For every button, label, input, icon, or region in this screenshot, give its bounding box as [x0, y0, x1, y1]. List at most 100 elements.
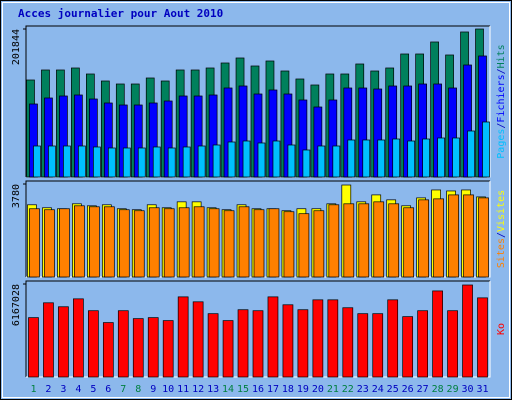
x-tick-label: 20	[312, 384, 324, 395]
bar	[93, 146, 101, 178]
bar	[477, 297, 488, 378]
x-tick-label: 19	[297, 384, 309, 395]
x-tick-label: 17	[267, 384, 279, 395]
bar	[402, 316, 414, 378]
bar	[117, 310, 129, 378]
bar	[152, 146, 161, 178]
y-max-label: 3780	[11, 184, 22, 208]
y-max-label: 6167028	[11, 284, 22, 326]
bar	[122, 147, 131, 178]
bar	[132, 318, 144, 378]
bar	[342, 307, 354, 378]
x-tick-label: 16	[252, 384, 264, 395]
bar	[462, 284, 473, 378]
bar	[388, 203, 400, 278]
bar	[302, 149, 311, 178]
bar	[133, 210, 145, 278]
x-tick-label: 22	[342, 384, 354, 395]
bar	[328, 204, 340, 278]
bar	[313, 210, 325, 278]
bar	[387, 299, 399, 378]
bar	[237, 309, 249, 378]
bar	[283, 211, 295, 278]
x-tick-label: 18	[282, 384, 294, 395]
bar	[192, 301, 204, 378]
x-tick-label: 27	[417, 384, 429, 395]
bar	[272, 140, 281, 178]
bar	[163, 208, 175, 278]
bar	[332, 145, 341, 178]
bar	[33, 145, 41, 178]
bar	[253, 209, 265, 278]
x-tick-label: 24	[372, 384, 384, 395]
bar	[267, 296, 279, 378]
bar	[377, 139, 386, 178]
legend: Pages/Fichiers/Hits	[496, 44, 507, 158]
bar	[312, 299, 324, 378]
bar	[193, 206, 205, 278]
bar	[227, 141, 236, 178]
bar	[432, 290, 443, 378]
bar	[282, 304, 294, 378]
bar	[103, 206, 115, 278]
x-tick-label: 13	[207, 384, 219, 395]
x-tick-label: 10	[162, 384, 174, 395]
bar	[298, 213, 310, 278]
bar	[317, 145, 326, 178]
bar	[407, 140, 416, 178]
bar	[392, 138, 401, 178]
x-tick-label: 30	[462, 384, 474, 395]
legend-separator: /	[496, 68, 507, 74]
bar	[257, 142, 266, 178]
x-tick-label: 6	[105, 384, 111, 395]
x-tick-label: 21	[327, 384, 339, 395]
bar	[447, 310, 458, 378]
y-max-label: 201844	[11, 29, 22, 65]
bar	[178, 207, 190, 278]
bar	[417, 310, 428, 378]
bar	[78, 145, 86, 178]
bar	[372, 313, 384, 378]
bar	[167, 147, 176, 178]
bar	[448, 194, 459, 278]
bar	[223, 210, 235, 278]
bar	[74, 205, 85, 278]
bar	[268, 208, 280, 278]
bar	[118, 209, 130, 278]
legend-entry: Fichiers	[496, 74, 507, 122]
x-tick-label: 3	[60, 384, 66, 395]
bar	[89, 206, 100, 278]
legend-entry: Visites	[496, 190, 507, 232]
bar	[137, 147, 146, 178]
bar	[29, 208, 40, 278]
chart-title: Acces journalier pour Aout 2010	[18, 7, 223, 20]
x-tick-label: 9	[150, 384, 156, 395]
bar	[433, 198, 444, 278]
bar	[102, 322, 114, 378]
bar	[252, 310, 264, 378]
bar	[222, 320, 234, 378]
bar	[357, 313, 369, 378]
x-tick-label: 28	[432, 384, 444, 395]
x-tick-label: 7	[120, 384, 126, 395]
bar	[467, 130, 475, 178]
x-tick-label: 26	[402, 384, 414, 395]
x-tick-label: 25	[387, 384, 399, 395]
legend: Ko	[496, 323, 507, 335]
bar	[403, 207, 415, 278]
bar	[208, 208, 220, 278]
x-tick-label: 8	[135, 384, 141, 395]
bar	[238, 206, 250, 278]
panel-shadow	[25, 25, 490, 177]
bar	[182, 146, 191, 178]
bar	[207, 313, 219, 378]
x-tick-label: 15	[237, 384, 249, 395]
bar	[88, 310, 99, 378]
bar	[373, 201, 385, 278]
bar	[362, 139, 371, 178]
bar	[44, 209, 55, 278]
bar	[463, 194, 474, 278]
x-tick-label: 31	[476, 384, 488, 395]
